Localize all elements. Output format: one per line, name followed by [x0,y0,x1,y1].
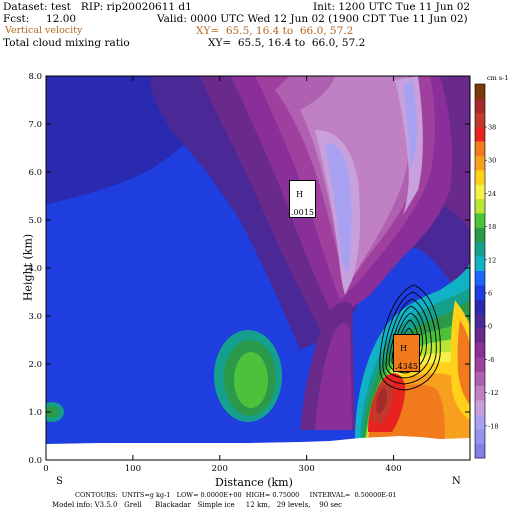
colorbar-tick-label: 38 [488,124,496,132]
colorbar-tick-label: -12 [488,389,498,397]
y-tick-label: 2.0 [28,360,42,370]
colorbar-swatch [475,213,485,229]
valid-line: Valid: 0000 UTC Wed 12 Jun 02 (1900 CDT … [157,13,468,25]
max-marker-lower-label: H [400,344,408,353]
fcst-line: Fcst: 12.00 [3,13,77,25]
y-tick-label: 5.0 [28,216,42,226]
y-axis-label: Height (km) [21,233,35,302]
y-tick-label: 3.0 [28,312,42,322]
colorbar-swatch [475,342,485,358]
x-tick-label: 400 [385,464,401,474]
y-tick-label: 0.0 [28,456,42,466]
colorbar-swatch [475,357,485,372]
colorbar-tick-label: 6 [488,290,492,298]
colorbar-swatch [475,184,485,200]
colorbar-tick-label: 18 [488,223,496,231]
contour-field [46,76,470,460]
colorbar-tick-label: -18 [488,422,498,430]
max-marker-upper-label: H [296,190,304,199]
y-axis: 0.0 1.0 2.0 3.0 4.0 5.0 6.0 7.0 8.0 [28,72,470,466]
colorbar-swatch [475,199,485,214]
max-marker-upper-value: .0015 [291,208,314,217]
y-tick-label: 4.0 [28,264,42,274]
x-end-label-right: N [452,476,461,487]
colorbar-tick-label: 12 [488,256,496,264]
colorbar-swatch [475,127,485,142]
colorbar-swatch [475,170,485,185]
colorbar-tick-label: 24 [488,190,496,198]
colorbar-swatch [475,400,485,416]
colorbar-swatch [475,314,485,329]
x-end-label-left: S [56,476,63,487]
colorbar: 38 30 24 18 12 6 0 -6 -12 -18 [474,83,498,459]
y-tick-label: 6.0 [28,168,42,178]
y-tick-label: 8.0 [28,72,42,82]
max-marker-lower: H .4345 [393,334,420,372]
colorbar-swatch [475,112,485,128]
max-marker-upper: H .0015 [289,180,316,218]
colorbar-swatch [475,443,485,459]
init-line: Init: 1200 UTC Tue 11 Jun 02 [313,1,471,13]
colorbar-tick-label: -6 [488,356,494,364]
colorbar-unit: cm s-1 [487,74,509,82]
y-tick-label: 1.0 [28,408,42,418]
colorbar-swatch [475,285,485,301]
footer-contours: CONTOURS: UNITS=g kg-1 LOW= 0.0000E+00 H… [75,491,397,499]
max-marker-lower-value: .4345 [395,362,418,371]
colorbar-swatch [475,242,485,257]
colorbar-swatch [475,84,485,99]
colorbar-swatch [475,98,485,114]
colorbar-swatch [475,155,485,171]
colorbar-swatch [475,299,485,315]
colorbar-tick-label: 30 [488,157,496,165]
dataset-line: Dataset: test RIP: rip20020611 d1 [3,1,192,13]
colorbar-tick-label: 0 [488,323,492,331]
colorbar-swatch [475,256,485,272]
colorbar-swatch [475,371,485,387]
colorbar-swatch [475,414,485,430]
colorbar-swatch [475,227,485,243]
x-axis-label: Distance (km) [215,476,293,489]
colorbar-swatch [475,271,485,286]
field2-xy: XY= 65.5, 16.4 to 66.0, 57.2 [208,37,366,49]
field1-xy: XY= 65.5, 16.4 to 66.0, 57.2 [196,25,354,37]
colorbar-swatch [475,328,485,344]
x-tick-label: 0 [43,464,48,474]
x-tick-label: 200 [212,464,228,474]
colorbar-swatch [475,386,485,401]
x-axis: 0 100 200 300 400 [43,76,402,474]
x-tick-label: 300 [299,464,315,474]
colorbar-frame [474,83,486,459]
footer-model-info: Model info: V3.5.0 Grell Blackadar Simpl… [52,501,343,509]
colorbar-swatch [475,141,485,157]
field2-name: Total cloud mixing ratio [3,37,130,49]
colorbar-swatch [475,429,485,444]
field1-name: Vertical velocity [5,25,83,36]
y-tick-label: 7.0 [28,120,42,130]
x-tick-label: 100 [125,464,141,474]
